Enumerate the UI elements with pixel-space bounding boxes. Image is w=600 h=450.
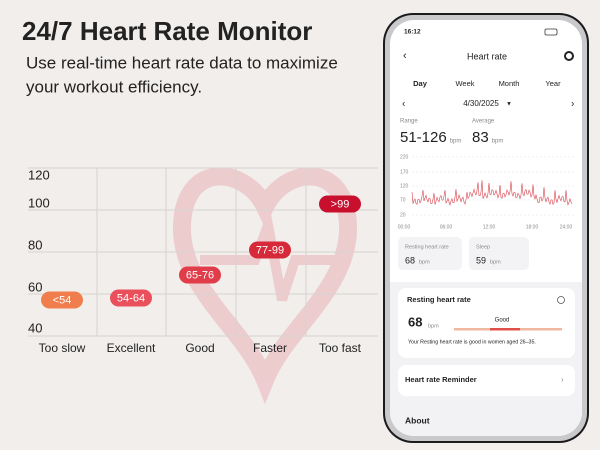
graph-y-label: 20	[400, 212, 406, 218]
zone-pill	[41, 291, 83, 309]
zone-pill	[110, 289, 152, 307]
back-button[interactable]: ‹	[403, 50, 407, 62]
graph-x-label: 18:00	[526, 224, 539, 230]
zone-label: Too fast	[319, 341, 362, 355]
subtitle-line: Use real-time heart rate data to maximiz…	[26, 53, 338, 72]
settings-icon[interactable]	[564, 51, 574, 61]
nav-title: Heart rate	[467, 51, 507, 61]
zone-range: 54-64	[117, 292, 145, 304]
resting-note: Your Resting heart rate is good in women…	[408, 339, 536, 345]
phone-screen: 16:12 ‹ Heart rate Day Week Month Year ‹ 4/…	[390, 20, 582, 436]
info-icon[interactable]	[557, 296, 565, 304]
next-date[interactable]: ›	[571, 99, 574, 110]
battery-icon	[544, 28, 558, 36]
zone-range: 77-99	[256, 244, 284, 256]
graph-y-label: 170	[400, 169, 409, 175]
zone-range: <54	[53, 294, 72, 306]
zone-label: Excellent	[107, 341, 156, 355]
subtitle-line: your workout efficiency.	[26, 77, 202, 96]
zone-grid	[28, 167, 378, 337]
heart-rate-graph: 220 170 120 70 20 00:00 06:00 12:00 18:00 24:00	[398, 154, 575, 230]
cards: Resting heart rate 68 bpm Sleep 59 bpm	[398, 237, 529, 270]
axis-label: 100	[28, 195, 50, 210]
heart-decoration	[172, 167, 358, 405]
zone-label: Too slow	[39, 341, 86, 355]
tab[interactable]: Week	[455, 79, 474, 88]
resting-title: Resting heart rate	[407, 295, 471, 304]
reminder-card[interactable]	[398, 365, 575, 396]
axis-label: 120	[28, 167, 50, 182]
range-highlight	[490, 328, 520, 331]
graph-x-label: 24:00	[560, 224, 573, 230]
metric-card	[398, 237, 462, 270]
stat-label: Average	[472, 119, 495, 125]
pulse-line	[200, 206, 345, 302]
graph-x-label: 06:00	[440, 224, 453, 230]
metric-card	[469, 237, 529, 270]
zone-pill	[319, 195, 361, 213]
title: 24/7 Heart Rate Monitor	[22, 16, 312, 46]
axis-label: 80	[28, 237, 42, 252]
zone-pill	[179, 266, 221, 284]
tabs: Day Week Month Year	[413, 79, 561, 88]
graph-y-label: 70	[400, 197, 406, 203]
resting-value: 68	[408, 314, 422, 329]
stat-value: 83	[472, 129, 489, 146]
stat-unit: bpm	[450, 139, 462, 145]
graph-y-label: 120	[400, 183, 409, 189]
about: About	[405, 415, 430, 425]
card-label: Sleep	[476, 244, 490, 250]
axis-label: 40	[28, 320, 42, 335]
card-label: Resting heart rate	[405, 244, 449, 250]
zones: 120 100 80 60 40 <54 Too slow 54-64 Excellent 65-…	[28, 167, 362, 355]
date[interactable]: 4/30/2025	[463, 99, 499, 108]
graph-x-label: 12:00	[483, 224, 496, 230]
zone-label: Faster	[253, 341, 287, 355]
card-value: 59	[476, 255, 486, 265]
tab[interactable]: Day	[413, 79, 428, 88]
zone-pill	[249, 241, 291, 259]
card-value: 68	[405, 255, 415, 265]
reminder[interactable]: Heart rate Reminder	[405, 375, 477, 384]
tab[interactable]: Year	[545, 79, 561, 88]
tab[interactable]: Month	[499, 79, 520, 88]
status-time: 16:12	[404, 29, 421, 36]
zone-range: >99	[331, 198, 350, 210]
card-unit: bpm	[419, 259, 430, 265]
zone-label: Good	[185, 341, 214, 355]
stat-value: 51-126	[400, 129, 447, 146]
reminder-arrow[interactable]: ›	[561, 375, 564, 384]
stat-unit: bpm	[492, 139, 504, 145]
axis-label: 60	[28, 279, 42, 294]
graph-y-label: 220	[400, 154, 409, 160]
zone-range: 65-76	[186, 269, 214, 281]
prev-date[interactable]: ‹	[402, 99, 405, 110]
date-dropdown[interactable]: ▼	[506, 102, 512, 108]
resting-unit: bpm	[428, 323, 439, 329]
stat-label: Range	[400, 119, 418, 125]
heart-outline	[172, 167, 358, 405]
card-unit: bpm	[490, 259, 501, 265]
heart-rate-trace	[411, 180, 573, 206]
graph-x-label: 00:00	[398, 224, 411, 230]
resting-status: Good	[495, 318, 510, 324]
resting-card	[398, 288, 575, 358]
